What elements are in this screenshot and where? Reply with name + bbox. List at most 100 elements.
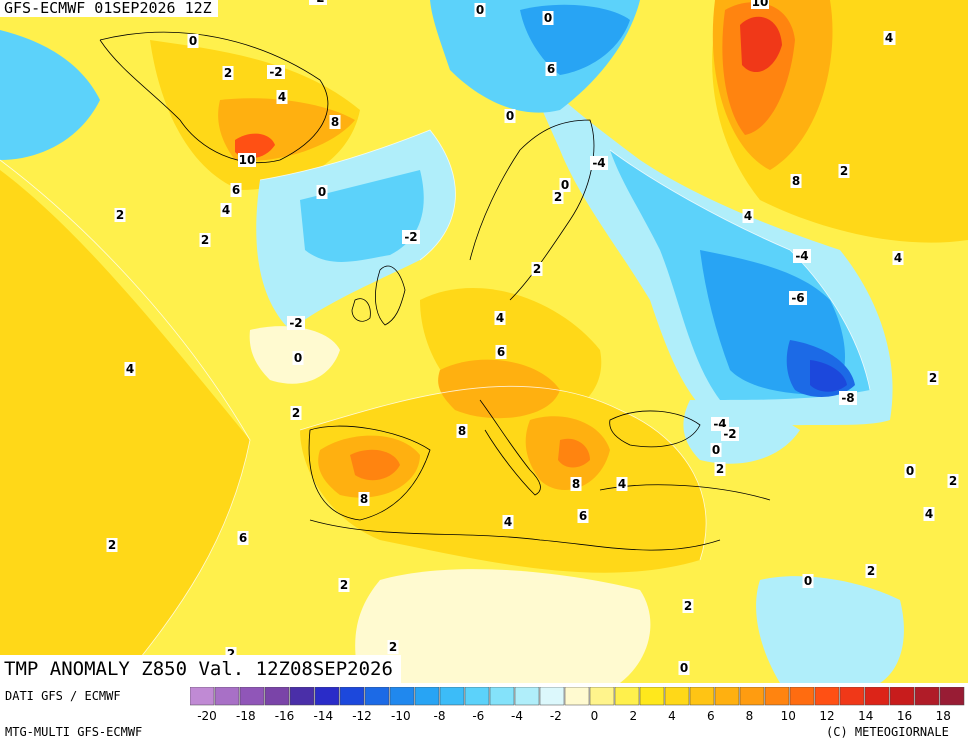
contour-label: -4 [590,156,608,170]
svg-text:4: 4 [496,311,504,325]
ural-red-core [740,16,782,73]
svg-text:4: 4 [618,477,626,491]
svg-text:8: 8 [331,115,339,129]
anomaly-fields [0,0,968,683]
contour-label: 6 [230,183,242,197]
legend-swatch [864,687,890,706]
legend-tick-label: -16 [275,709,295,723]
contour-label: 0 [316,185,328,199]
svg-text:-2: -2 [723,427,736,441]
contour-label: -2 [402,230,420,244]
volga-min-core [810,360,847,392]
scandinavia-coastline [469,119,595,301]
contour-label: 4 [923,507,935,521]
legend-swatch [739,687,765,706]
svg-text:0: 0 [544,11,552,25]
legend-tick-label: -2 [550,709,562,723]
legend-swatch [289,687,315,706]
contour-label: 4 [494,311,506,325]
legend-tick-label: -20 [197,709,217,723]
contour-label: 8 [456,424,468,438]
legend-swatch [214,687,240,706]
copyright-label: (C) METEOGIORNALE [826,725,949,739]
contour-label: 4 [220,203,232,217]
svg-text:4: 4 [278,90,286,104]
temperature-anomaly-map: -20002-24681064022-2-2040224248-40246280… [0,0,968,683]
contour-label: -2 [309,0,327,5]
legend-swatch [939,687,965,706]
black-sea-coastline [609,410,701,448]
contour-label: 2 [552,190,564,204]
svg-text:0: 0 [712,443,720,457]
legend-tick-label: 4 [668,709,676,723]
contour-label: 6 [495,345,507,359]
legend-swatch [689,687,715,706]
ireland-coastline [351,298,371,322]
legend-swatch [264,687,290,706]
legend-swatch [764,687,790,706]
contour-label: 0 [504,109,516,123]
isotherm-line-1 [0,159,251,683]
contour-label: 0 [292,351,304,365]
alps-orange-zone [438,359,560,419]
contour-label: 10 [751,0,769,9]
legend-tick-label: -4 [511,709,523,723]
isotherm-line-3 [609,149,871,391]
legend-swatch [889,687,915,706]
svg-text:4: 4 [885,31,893,45]
isotherm-line-2 [299,385,707,561]
contour-label: 0 [802,574,814,588]
svg-text:6: 6 [497,345,505,359]
svg-text:4: 4 [894,251,902,265]
legend-tick-label: 12 [819,709,834,723]
color-scale-legend: -20 -18 -16 -14 -12 -10 -8 -6 -4 -2 0 2 4 6 8 10 12 14 16 1… [190,687,965,723]
greenland-cold-zone [0,30,100,160]
svg-text:10: 10 [239,153,256,167]
contour-label: 2 [531,262,543,276]
legend-swatch [339,687,365,706]
contour-label: -2 [267,65,285,79]
legend-swatch [664,687,690,706]
legend-swatch [589,687,615,706]
isotherm-line-4 [259,129,456,261]
contour-label: 4 [502,515,514,529]
legend-swatch [539,687,565,706]
legend-tick-label: 2 [629,709,637,723]
contour-label: 8 [358,492,370,506]
contour-label: 2 [106,538,118,552]
svg-text:2: 2 [116,208,124,222]
contour-label: 0 [559,178,571,192]
legend-tick-label: 18 [936,709,951,723]
contour-label: 4 [742,209,754,223]
contour-label: 2 [927,371,939,385]
british-isles-coastline [375,265,406,326]
contour-label: 8 [570,477,582,491]
svg-text:2: 2 [949,474,957,488]
svg-text:0: 0 [294,351,302,365]
legend-swatch [614,687,640,706]
svg-text:-2: -2 [289,316,302,330]
italy-coastline [479,399,541,496]
contour-label: 4 [892,251,904,265]
svg-text:4: 4 [222,203,230,217]
contour-label: 8 [329,115,341,129]
legend-tick-label: 10 [781,709,796,723]
svg-text:0: 0 [680,661,688,675]
legend-swatch [489,687,515,706]
svg-text:6: 6 [232,183,240,197]
legend-swatch [814,687,840,706]
contour-label: 2 [290,406,302,420]
model-label: MTG-MULTI GFS-ECMWF [5,725,143,739]
svg-text:2: 2 [292,406,300,420]
svg-text:0: 0 [906,464,914,478]
svg-text:0: 0 [561,178,569,192]
legend-tick-label: -12 [352,709,372,723]
contour-label: 6 [577,509,589,523]
svg-text:0: 0 [189,34,197,48]
legend-swatch [414,687,440,706]
contour-label: 0 [187,34,199,48]
legend-tick-label: 8 [746,709,754,723]
svg-text:2: 2 [201,233,209,247]
svg-text:2: 2 [108,538,116,552]
svg-text:-2: -2 [311,0,324,5]
